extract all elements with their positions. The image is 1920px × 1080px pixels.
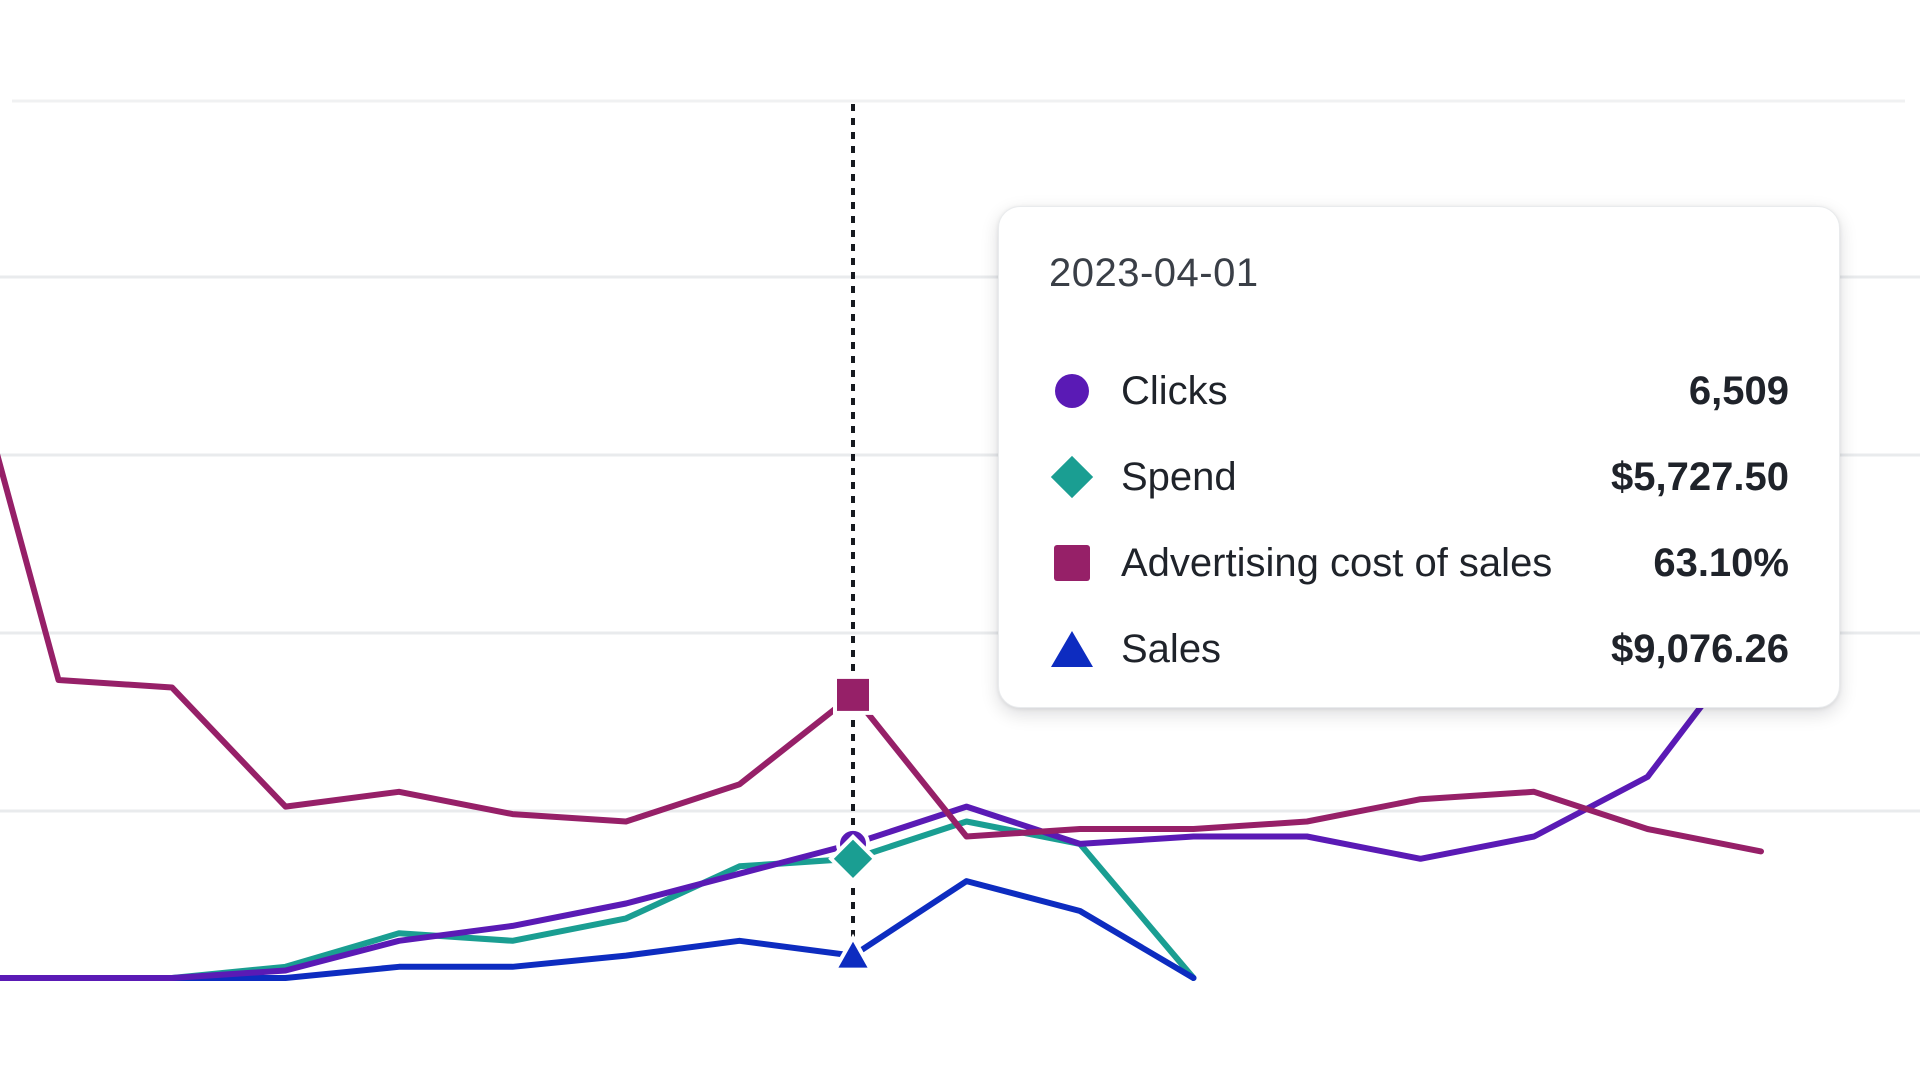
- tooltip-value-clicks: 6,509: [1688, 368, 1789, 413]
- tooltip-row-sales: Sales $9,076.26: [1049, 619, 1789, 679]
- tooltip-label-clicks: Clicks: [1121, 368, 1228, 413]
- series-line-spend: [0, 818, 1197, 981]
- tooltip-label-spend: Spend: [1121, 454, 1237, 499]
- tooltip-label-acos: Advertising cost of sales: [1121, 540, 1553, 585]
- highlight-markers: [828, 674, 878, 972]
- highlight-marker-spend: [828, 833, 878, 884]
- triangle-icon-shape: [1051, 631, 1093, 667]
- triangle-icon: [1049, 626, 1095, 672]
- diamond-icon: [1049, 454, 1095, 500]
- circle-icon-shape: [1055, 374, 1089, 408]
- tooltip-label-sales: Sales: [1121, 626, 1222, 671]
- square-icon: [1049, 540, 1095, 586]
- diamond-icon-shape: [1050, 455, 1094, 499]
- tooltip-date: 2023-04-01: [1049, 251, 1259, 295]
- tooltip-value-acos: 63.10%: [1653, 540, 1789, 585]
- series-line-sales: [0, 878, 1197, 981]
- tooltip-row-spend: Spend $5,727.50: [1049, 447, 1789, 507]
- tooltip-value-spend: $5,727.50: [1611, 454, 1789, 499]
- highlight-marker-sales: [831, 933, 875, 972]
- tooltip-row-clicks: Clicks 6,509: [1049, 361, 1789, 421]
- chart-tooltip: 2023-04-01 Clicks 6,509 Spend $5,727.50 …: [998, 206, 1840, 708]
- tooltip-row-acos: Advertising cost of sales 63.10%: [1049, 533, 1789, 593]
- tooltip-value-sales: $9,076.26: [1611, 626, 1789, 671]
- highlight-marker-acos: [833, 674, 873, 715]
- circle-icon: [1049, 368, 1095, 414]
- square-icon-shape: [1054, 545, 1090, 581]
